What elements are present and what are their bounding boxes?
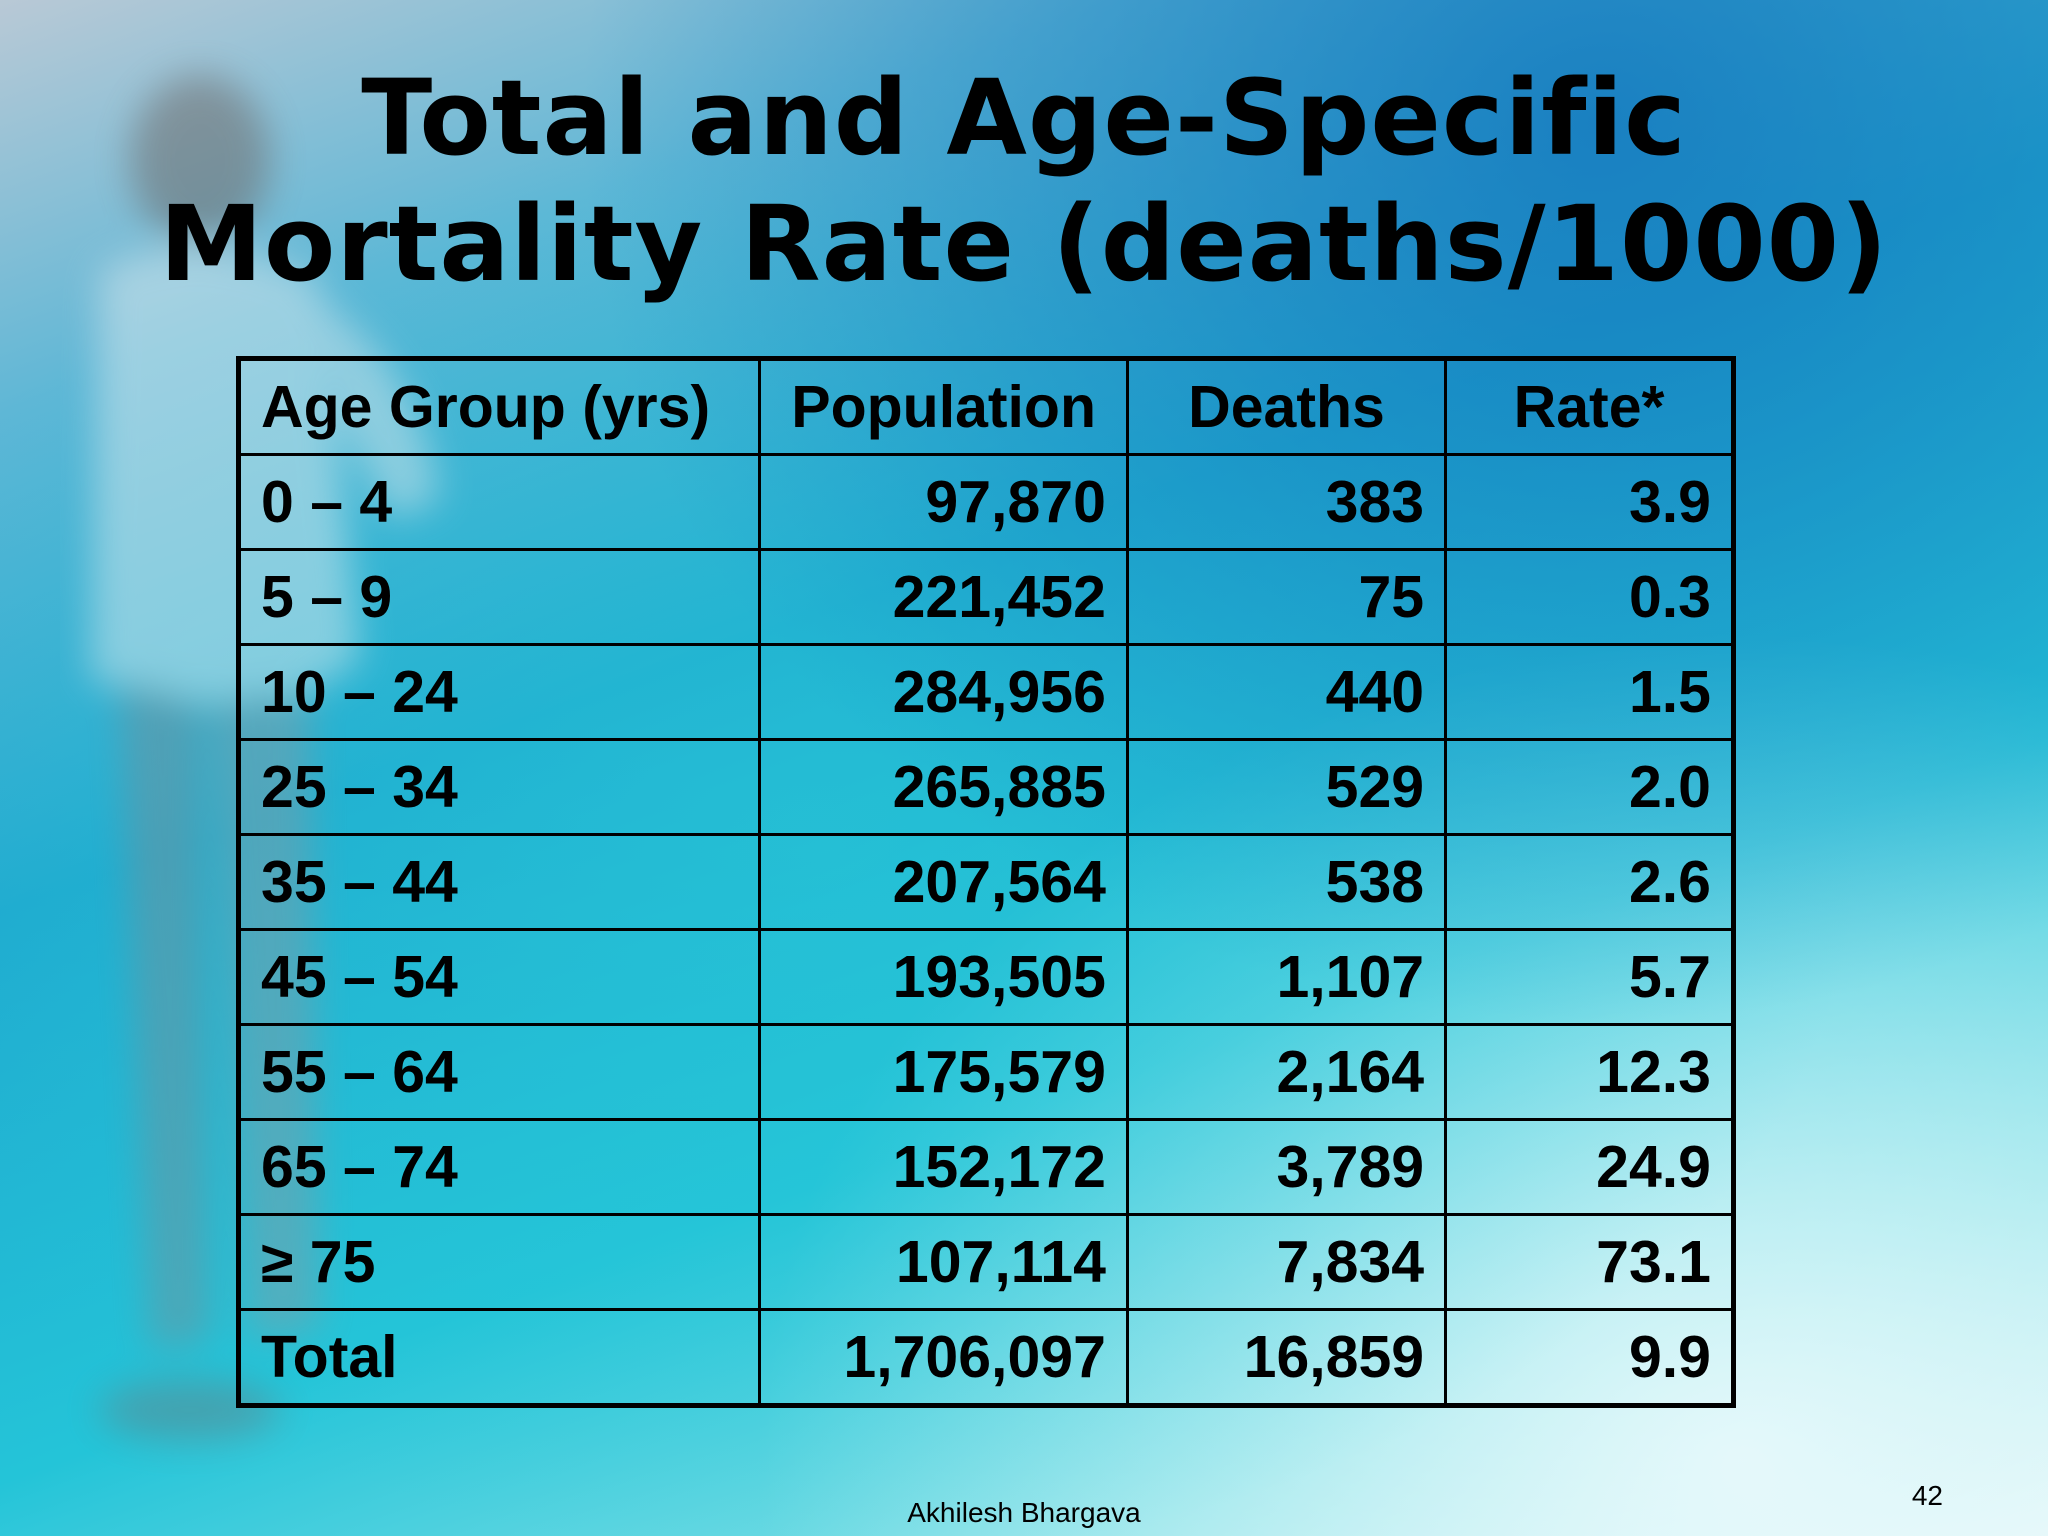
cell-total-label: Total (236, 1308, 762, 1407)
cell-rate: 24.9 (1444, 1118, 1735, 1216)
cell-population: 284,956 (758, 643, 1129, 741)
cell-deaths: 440 (1125, 643, 1448, 741)
cell-rate: 3.9 (1444, 453, 1735, 551)
header-rate: Rate* (1444, 357, 1735, 456)
cell-deaths: 75 (1125, 548, 1448, 646)
cell-population: 175,579 (758, 1023, 1129, 1121)
cell-deaths: 383 (1125, 453, 1448, 551)
cell-rate: 1.5 (1444, 643, 1735, 741)
cell-rate: 2.6 (1444, 833, 1735, 931)
cell-rate: 12.3 (1444, 1023, 1735, 1121)
cell-age-group: 0 – 4 (236, 453, 762, 551)
table-row: 25 – 34 265,885 529 2.0 (236, 738, 1735, 836)
table-row: 35 – 44 207,564 538 2.6 (236, 833, 1735, 931)
cell-age-group: 5 – 9 (236, 548, 762, 646)
cell-age-group: 55 – 64 (236, 1023, 762, 1121)
header-population: Population (758, 357, 1129, 456)
cell-population: 107,114 (758, 1213, 1129, 1311)
cell-population: 193,505 (758, 928, 1129, 1026)
table-row: 45 – 54 193,505 1,107 5.7 (236, 928, 1735, 1026)
cell-age-group: 35 – 44 (236, 833, 762, 931)
cell-deaths: 2,164 (1125, 1023, 1448, 1121)
cell-rate: 5.7 (1444, 928, 1735, 1026)
cell-deaths: 538 (1125, 833, 1448, 931)
cell-population: 221,452 (758, 548, 1129, 646)
cell-age-group: 65 – 74 (236, 1118, 762, 1216)
table-row: ≥ 75 107,114 7,834 73.1 (236, 1213, 1735, 1311)
cell-rate: 0.3 (1444, 548, 1735, 646)
mortality-table: Age Group (yrs) Population Deaths Rate* … (236, 356, 1736, 1408)
footer-author: Akhilesh Bhargava (907, 1497, 1141, 1528)
cell-deaths: 1,107 (1125, 928, 1448, 1026)
cell-rate: 73.1 (1444, 1213, 1735, 1311)
title-line-2: Mortality Rate (deaths/1000) (159, 183, 1889, 305)
cell-age-group: 45 – 54 (236, 928, 762, 1026)
cell-age-group: 10 – 24 (236, 643, 762, 741)
title-line-1: Total and Age-Specific (361, 57, 1687, 179)
cell-deaths: 529 (1125, 738, 1448, 836)
cell-population: 265,885 (758, 738, 1129, 836)
table-row: 10 – 24 284,956 440 1.5 (236, 643, 1735, 741)
cell-population: 97,870 (758, 453, 1129, 551)
cell-deaths: 3,789 (1125, 1118, 1448, 1216)
header-age-group: Age Group (yrs) (236, 357, 762, 456)
mortality-table-container: Age Group (yrs) Population Deaths Rate* … (236, 356, 1736, 1408)
table-total-row: Total 1,706,097 16,859 9.9 (236, 1308, 1735, 1407)
cell-population: 207,564 (758, 833, 1129, 931)
cell-population: 152,172 (758, 1118, 1129, 1216)
cell-deaths: 7,834 (1125, 1213, 1448, 1311)
table-row: 55 – 64 175,579 2,164 12.3 (236, 1023, 1735, 1121)
table-row: 5 – 9 221,452 75 0.3 (236, 548, 1735, 646)
table-row: 65 – 74 152,172 3,789 24.9 (236, 1118, 1735, 1216)
cell-total-deaths: 16,859 (1125, 1308, 1448, 1407)
cell-age-group: ≥ 75 (236, 1213, 762, 1311)
cell-rate: 2.0 (1444, 738, 1735, 836)
cell-total-rate: 9.9 (1444, 1308, 1735, 1407)
page-number: 42 (1911, 1480, 1943, 1511)
table-header-row: Age Group (yrs) Population Deaths Rate* (236, 357, 1735, 456)
header-deaths: Deaths (1125, 357, 1448, 456)
cell-age-group: 25 – 34 (236, 738, 762, 836)
table-row: 0 – 4 97,870 383 3.9 (236, 453, 1735, 551)
slide-title: Total and Age-Specific Mortality Rate (d… (0, 55, 2048, 307)
cell-total-population: 1,706,097 (758, 1308, 1129, 1407)
